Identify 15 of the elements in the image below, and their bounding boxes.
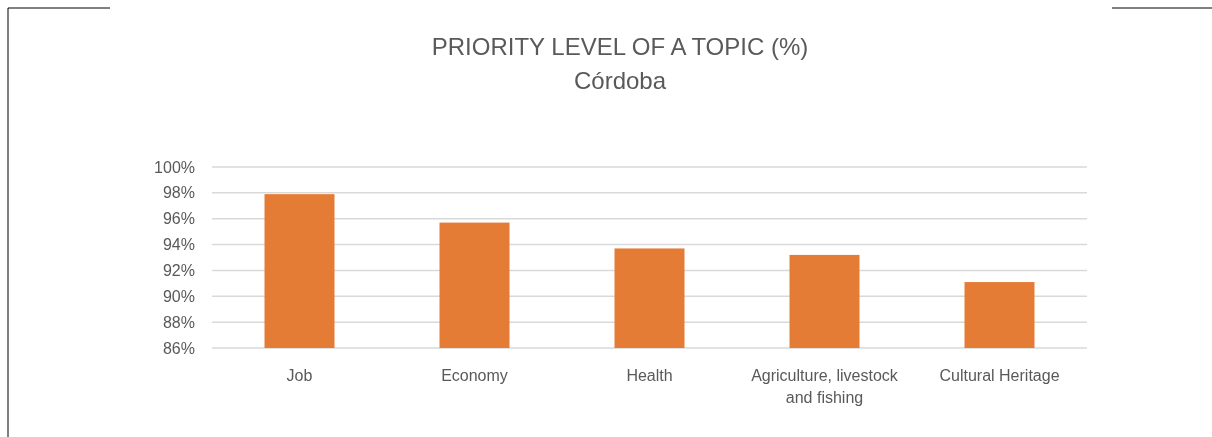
x-tick-label: Agriculture, livestock and fishing	[751, 367, 899, 406]
chart-title: PRIORITY LEVEL OF A TOPIC (%)	[431, 33, 809, 60]
y-tick-label: 86%	[162, 339, 195, 357]
y-tick-label: 88%	[162, 313, 195, 331]
y-tick-label: 90%	[162, 287, 195, 305]
y-tick-label: 96%	[162, 210, 195, 228]
y-tick-label: 94%	[162, 236, 195, 254]
y-tick-label: 92%	[162, 262, 195, 280]
x-tick-label: Cultural Heritage	[939, 367, 1060, 384]
y-tick-label: 98%	[162, 184, 195, 202]
x-tick-label: Economy	[441, 367, 508, 384]
y-tick-label: 100%	[154, 158, 195, 176]
x-tick-label: Health	[626, 367, 673, 384]
chart-subtitle: Córdoba	[573, 67, 667, 94]
x-tick-label: Job	[286, 367, 313, 384]
